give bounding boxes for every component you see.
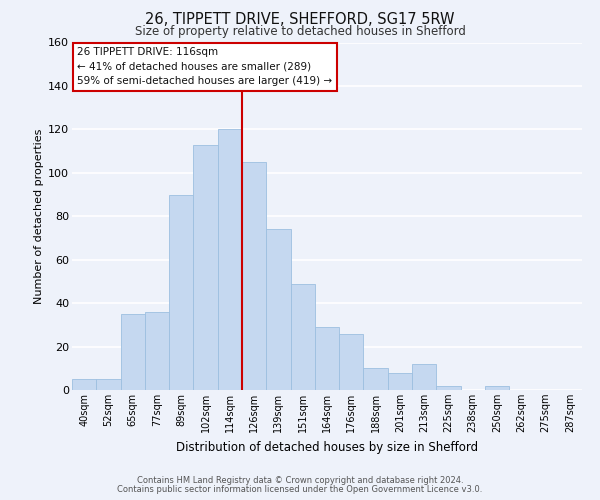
X-axis label: Distribution of detached houses by size in Shefford: Distribution of detached houses by size … [176,440,478,454]
Bar [388,372,412,390]
Bar [436,386,461,390]
Bar [290,284,315,390]
Bar [193,144,218,390]
Bar [72,379,96,390]
Y-axis label: Number of detached properties: Number of detached properties [34,128,44,304]
Bar [145,312,169,390]
Text: Contains HM Land Registry data © Crown copyright and database right 2024.: Contains HM Land Registry data © Crown c… [137,476,463,485]
Bar [121,314,145,390]
Bar [315,327,339,390]
Bar [266,230,290,390]
Bar [169,194,193,390]
Text: 26, TIPPETT DRIVE, SHEFFORD, SG17 5RW: 26, TIPPETT DRIVE, SHEFFORD, SG17 5RW [145,12,455,28]
Bar [412,364,436,390]
Bar [96,379,121,390]
Bar [218,130,242,390]
Bar [242,162,266,390]
Bar [364,368,388,390]
Bar [485,386,509,390]
Text: Contains public sector information licensed under the Open Government Licence v3: Contains public sector information licen… [118,485,482,494]
Bar [339,334,364,390]
Text: 26 TIPPETT DRIVE: 116sqm
← 41% of detached houses are smaller (289)
59% of semi-: 26 TIPPETT DRIVE: 116sqm ← 41% of detach… [77,47,332,86]
Text: Size of property relative to detached houses in Shefford: Size of property relative to detached ho… [134,25,466,38]
